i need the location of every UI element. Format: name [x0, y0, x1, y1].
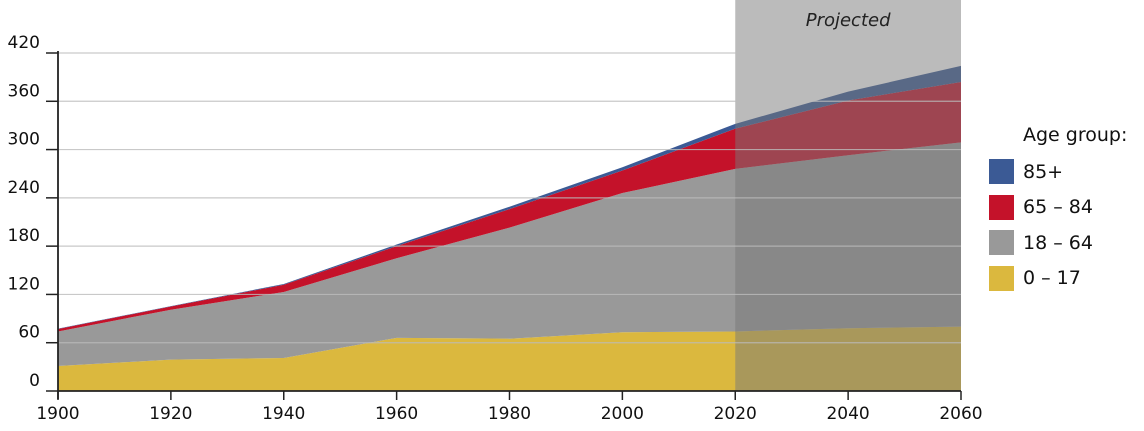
x-tick-label-2: 1940	[262, 404, 305, 424]
legend-label: 65 – 84	[1023, 196, 1093, 219]
y-tick-label-0: 0	[29, 371, 40, 391]
y-tick-label-1: 60	[18, 323, 40, 343]
legend-item: 85+	[989, 154, 1127, 190]
legend-swatch	[989, 265, 1014, 291]
x-tick-label-8: 2060	[939, 404, 982, 424]
x-tick-label-6: 2020	[714, 404, 757, 424]
y-tick-label-3: 180	[8, 226, 40, 246]
y-tick-label-4: 240	[8, 178, 40, 198]
x-tick-label-3: 1960	[375, 404, 418, 424]
projected-label: Projected	[806, 10, 891, 31]
x-tick-label-7: 2040	[826, 404, 869, 424]
legend-item: 18 – 64	[989, 225, 1127, 261]
legend-item: 0 – 17	[989, 261, 1127, 297]
legend-label: 18 – 64	[1023, 231, 1093, 254]
legend-title: Age group:	[1023, 124, 1128, 146]
legend-swatch	[989, 159, 1014, 185]
legend: Age group: 85+ 65 – 84 18 – 64 0 – 17	[989, 120, 1127, 296]
x-tick-label-4: 1980	[488, 404, 531, 424]
y-tick-label-2: 120	[8, 274, 40, 294]
projected-overlay	[735, 0, 961, 391]
legend-swatch	[989, 230, 1014, 256]
y-tick-label-7: 420	[8, 33, 40, 53]
x-tick-label-1: 1920	[149, 404, 192, 424]
legend-label: 0 – 17	[1023, 267, 1081, 290]
y-tick-label-6: 360	[8, 81, 40, 101]
x-tick-label-0: 1900	[36, 404, 79, 424]
x-tick-label-5: 2000	[601, 404, 644, 424]
legend-label: 85+	[1023, 160, 1064, 183]
legend-item: 65 – 84	[989, 190, 1127, 226]
y-tick-label-5: 300	[8, 130, 40, 150]
legend-swatch	[989, 194, 1014, 220]
